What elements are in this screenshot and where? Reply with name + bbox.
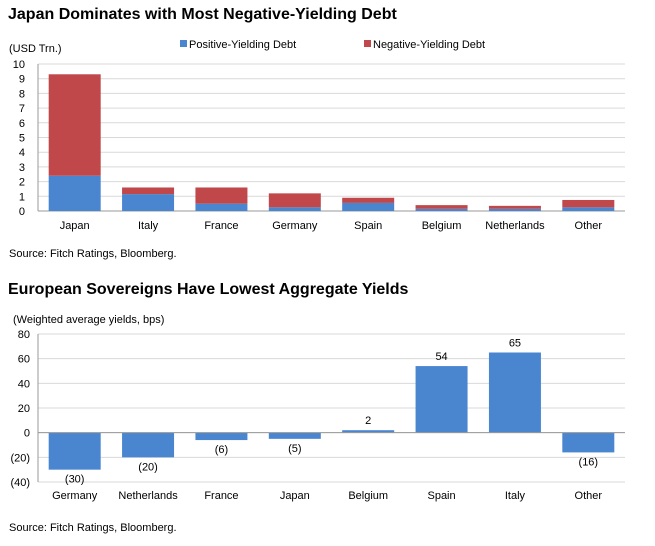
- chart1-ytick: 5: [19, 133, 25, 145]
- bar-negative: [415, 205, 468, 209]
- chart1-ylabel: (USD Trn.): [9, 43, 62, 55]
- data-label: 2: [365, 415, 371, 427]
- bar: [342, 430, 395, 433]
- chart1-category-label: Netherlands: [485, 220, 545, 232]
- bar: [268, 432, 321, 439]
- legend-swatch-1: [364, 40, 371, 47]
- bar-positive: [342, 202, 395, 211]
- chart1-ytick: 1: [19, 191, 25, 203]
- data-label: (5): [288, 443, 301, 455]
- bar: [562, 432, 615, 453]
- bar-positive: [48, 175, 101, 211]
- chart1-ytick: 7: [19, 103, 25, 115]
- legend-swatch-0: [180, 40, 187, 47]
- chart1-category-label: Italy: [138, 220, 159, 232]
- chart1-category-label: Belgium: [422, 220, 462, 232]
- chart1-category-label: Other: [575, 220, 603, 232]
- chart2-category-label: Other: [575, 490, 603, 502]
- chart2-ytick: 40: [18, 378, 30, 390]
- legend-label-1: Negative-Yielding Debt: [373, 39, 485, 51]
- chart1-ytick: 4: [19, 147, 25, 159]
- chart2-ytick: (20): [10, 452, 30, 464]
- bar-positive: [415, 208, 468, 211]
- chart1-ytick: 0: [19, 206, 25, 218]
- bar-negative: [342, 197, 395, 203]
- chart2-category-label: Italy: [505, 490, 526, 502]
- data-label: (16): [579, 456, 599, 468]
- chart2-source: Source: Fitch Ratings, Bloomberg.: [9, 522, 177, 534]
- bar-negative: [488, 205, 541, 209]
- bar: [488, 352, 541, 433]
- bar-positive: [195, 203, 248, 211]
- chart1-ytick: 8: [19, 88, 25, 100]
- chart2-category-label: Belgium: [348, 490, 388, 502]
- bar-negative: [562, 199, 615, 208]
- chart2-ytick: 60: [18, 354, 30, 366]
- data-label: 65: [509, 338, 521, 350]
- chart1-ytick: 9: [19, 74, 25, 86]
- chart2-category-label: Japan: [280, 490, 310, 502]
- bar-positive: [562, 207, 615, 211]
- bar-positive: [268, 207, 321, 211]
- chart2-category-label: Spain: [427, 490, 455, 502]
- chart2-category-label: France: [204, 490, 238, 502]
- chart2-ylabel: (Weighted average yields, bps): [13, 314, 164, 326]
- chart2-category-label: Germany: [52, 490, 98, 502]
- legend-label-0: Positive-Yielding Debt: [189, 39, 296, 51]
- data-label: 54: [435, 351, 447, 363]
- chart2-ytick: 20: [18, 403, 30, 415]
- bar-negative: [268, 193, 321, 208]
- chart1-ytick: 2: [19, 177, 25, 189]
- chart2-title: European Sovereigns Have Lowest Aggregat…: [8, 281, 409, 298]
- chart2-ytick: (40): [10, 477, 30, 489]
- chart1-category-label: France: [204, 220, 238, 232]
- chart1-source: Source: Fitch Ratings, Bloomberg.: [9, 248, 177, 260]
- bar-negative: [48, 74, 101, 176]
- bar: [195, 432, 248, 441]
- data-label: (20): [138, 461, 158, 473]
- bar-positive: [488, 208, 541, 211]
- bar: [415, 366, 468, 433]
- chart1-category-label: Japan: [60, 220, 90, 232]
- chart1-ytick: 10: [13, 59, 25, 71]
- chart1-category-label: Spain: [354, 220, 382, 232]
- chart2-category-label: Netherlands: [118, 490, 178, 502]
- chart1-title: Japan Dominates with Most Negative-Yield…: [8, 6, 397, 23]
- bar: [122, 432, 175, 458]
- chart1-ytick: 6: [19, 118, 25, 130]
- chart1-category-label: Germany: [272, 220, 318, 232]
- bar-negative: [122, 187, 175, 195]
- data-label: (6): [215, 444, 228, 456]
- bar-negative: [195, 187, 248, 204]
- chart2-ytick: 0: [24, 428, 30, 440]
- chart2-ytick: 80: [18, 329, 30, 341]
- bar-positive: [122, 194, 175, 211]
- data-label: (30): [65, 474, 85, 486]
- chart1-ytick: 3: [19, 162, 25, 174]
- bar: [48, 432, 101, 470]
